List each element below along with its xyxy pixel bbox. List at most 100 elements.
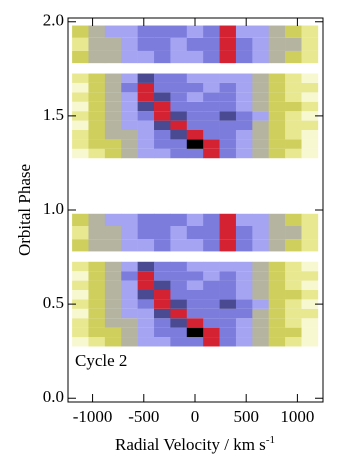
heatmap-cell <box>170 226 188 240</box>
heatmap-cell <box>154 308 171 319</box>
heatmap-cell <box>104 139 122 149</box>
heatmap-cell <box>268 280 286 290</box>
heatmap-cell <box>186 271 204 281</box>
heatmap-cell <box>154 337 171 347</box>
heatmap-cell <box>137 50 155 64</box>
heatmap-cell <box>72 318 89 328</box>
heatmap-cell <box>170 327 188 338</box>
heatmap-cell <box>104 261 122 272</box>
heatmap-cell <box>154 73 171 83</box>
heatmap-cell <box>219 82 237 93</box>
heatmap-cell <box>72 308 89 319</box>
heatmap-cell <box>154 226 171 240</box>
heatmap-cell <box>104 73 122 83</box>
heatmap-cell <box>268 337 286 347</box>
heatmap-cell <box>219 25 237 38</box>
heatmap-cell <box>235 239 253 252</box>
heatmap-cell <box>72 239 89 252</box>
heatmap-cell <box>104 82 122 93</box>
heatmap-cell <box>235 92 253 102</box>
heatmap-cell <box>121 25 138 38</box>
heatmap-cell <box>154 130 171 140</box>
heatmap-cell <box>301 111 319 121</box>
heatmap-cell <box>72 82 89 93</box>
heatmap-cell <box>104 271 122 281</box>
heatmap-cell <box>121 82 138 93</box>
heatmap-cell <box>301 130 319 140</box>
heatmap-cell <box>88 148 106 159</box>
heatmap-cell <box>203 120 220 130</box>
heatmap-cell <box>72 280 89 290</box>
heatmap-cell <box>252 327 270 338</box>
heatmap-cell <box>170 37 188 51</box>
heatmap-cell <box>203 130 220 140</box>
heatmap-cell <box>154 82 171 93</box>
heatmap-cell <box>154 213 171 226</box>
heatmap-cell <box>268 82 286 93</box>
heatmap-cell <box>203 280 220 290</box>
heatmap-cell <box>137 239 155 252</box>
heatmap-cell <box>104 239 122 252</box>
heatmap-cell <box>301 261 319 272</box>
heatmap-cell <box>252 101 270 112</box>
heatmap-cell <box>72 213 89 226</box>
heatmap-cell <box>219 37 237 51</box>
heatmap-cell <box>268 271 286 281</box>
x-tick-label: -1000 <box>73 407 113 426</box>
heatmap-cell <box>252 50 270 64</box>
heatmap-cell <box>268 148 286 159</box>
heatmap-cell <box>219 261 237 272</box>
heatmap-cell <box>219 327 237 338</box>
heatmap-cell <box>219 308 237 319</box>
heatmap-cell <box>252 239 270 252</box>
heatmap-cell <box>104 318 122 328</box>
heatmap-cell <box>121 308 138 319</box>
heatmap-cell <box>186 290 204 300</box>
heatmap-cell <box>154 290 171 300</box>
heatmap-cell <box>186 25 204 38</box>
heatmap-cell <box>219 111 237 121</box>
heatmap-cell <box>268 327 286 338</box>
heatmap-cell <box>88 271 106 281</box>
heatmap-cell <box>154 25 171 38</box>
heatmap-cell <box>154 50 171 64</box>
heatmap-cell <box>235 337 253 347</box>
heatmap-cell <box>268 290 286 300</box>
heatmap-cell <box>137 337 155 347</box>
heatmap-cell <box>88 239 106 252</box>
heatmap-cell <box>72 337 89 347</box>
heatmap-cell <box>186 327 204 338</box>
heatmap-cell <box>235 290 253 300</box>
heatmap-cell <box>235 73 253 83</box>
heatmap-cell <box>137 37 155 51</box>
heatmap-cell <box>203 213 220 226</box>
x-tick-label: 500 <box>233 407 259 426</box>
heatmap-cell <box>72 73 89 83</box>
heatmap-cell <box>88 101 106 112</box>
heatmap-cell <box>104 101 122 112</box>
heatmap-cell <box>219 337 237 347</box>
heatmap-cell <box>170 280 188 290</box>
heatmap-cell <box>121 111 138 121</box>
heatmap-cell <box>72 130 89 140</box>
heatmap-cell <box>88 139 106 149</box>
heatmap-cell <box>137 280 155 290</box>
heatmap-cell <box>186 337 204 347</box>
heatmap-cell <box>72 101 89 112</box>
heatmap-cell <box>285 82 302 93</box>
heatmap-cell <box>154 120 171 130</box>
heatmap-cell <box>285 139 302 149</box>
heatmap-cell <box>268 50 286 64</box>
heatmap-cell <box>186 299 204 309</box>
heatmap-cell <box>203 50 220 64</box>
heatmap-cell <box>170 120 188 130</box>
heatmap-cell <box>186 280 204 290</box>
heatmap-cell <box>137 73 155 83</box>
heatmap-cell <box>285 327 302 338</box>
heatmap-cell <box>88 111 106 121</box>
heatmap-cell <box>137 25 155 38</box>
heatmap-cell <box>104 308 122 319</box>
heatmap-cell <box>88 261 106 272</box>
heatmap-cell <box>252 37 270 51</box>
y-tick-label: 1.5 <box>43 105 64 124</box>
